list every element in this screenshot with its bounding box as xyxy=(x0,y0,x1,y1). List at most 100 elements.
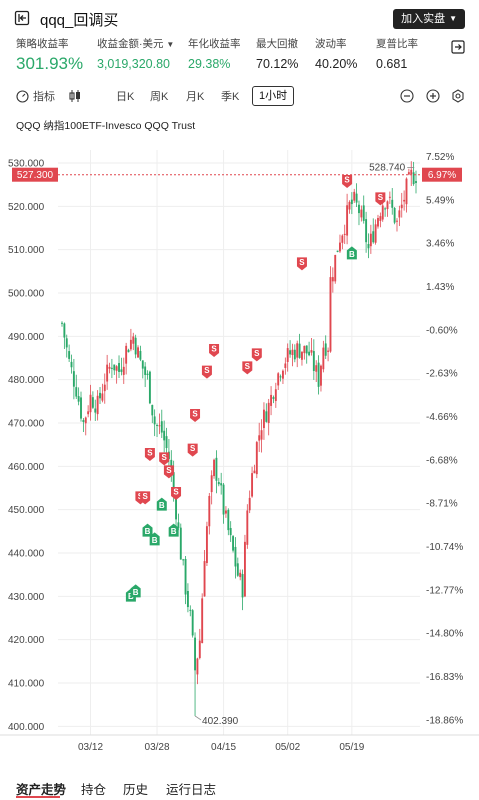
candle-body xyxy=(284,363,287,368)
pct-tick-label: 5.49% xyxy=(426,195,454,206)
buy-marker[interactable]: B xyxy=(130,584,141,598)
stat-annual-return: 年化收益率 29.38% xyxy=(188,36,241,71)
settings-icon[interactable] xyxy=(451,89,465,103)
sell-marker[interactable]: S xyxy=(190,409,201,422)
pct-tick-label: -18.86% xyxy=(426,715,463,726)
tab-history[interactable]: 历史 xyxy=(123,783,149,797)
candle-body xyxy=(384,208,387,210)
sell-marker[interactable]: S xyxy=(171,487,182,500)
tab-run-log[interactable]: 运行日志 xyxy=(166,783,217,797)
candle-body xyxy=(175,493,177,520)
period-quarter[interactable]: 季K xyxy=(221,91,240,103)
period-1hour-selected[interactable]: 1小时 xyxy=(252,86,295,106)
price-chart[interactable]: 530.000 520.000 510.000 500.000 490.000 480.0… xyxy=(0,150,479,770)
candle-body xyxy=(315,365,318,372)
candle-body xyxy=(103,384,106,392)
candle-body xyxy=(222,484,225,515)
candle-body xyxy=(224,510,227,514)
add-to-live-button[interactable]: 加入实盘 ▼ xyxy=(393,9,465,29)
marker-label: S xyxy=(173,488,179,497)
marker-label: S xyxy=(254,349,260,358)
sell-marker[interactable]: S xyxy=(201,365,212,379)
candle-body xyxy=(122,366,125,375)
sell-marker[interactable]: S xyxy=(187,443,198,457)
candle-body xyxy=(205,526,208,563)
candle-body xyxy=(400,204,403,209)
stat-return: 策略收益率 301.93% xyxy=(16,36,83,74)
export-icon[interactable] xyxy=(451,40,465,54)
tab-asset-trend[interactable]: 资产走势 xyxy=(16,783,67,797)
candle-body xyxy=(243,541,246,597)
candle-body xyxy=(139,350,142,360)
pct-tick-label: -0.60% xyxy=(426,325,458,336)
stat-amount[interactable]: 收益金额·美元 ▼ 3,019,320.80 xyxy=(97,36,174,71)
candle-body xyxy=(251,473,254,497)
pct-tick-label: -6.68% xyxy=(426,455,458,466)
candle-body xyxy=(329,277,332,352)
bottom-tabs: 资产走势 持仓 历史 运行日志 xyxy=(0,772,479,800)
sell-marker[interactable]: S xyxy=(140,491,151,505)
buy-marker[interactable]: B xyxy=(142,523,153,537)
stat-value: 301.93% xyxy=(16,54,84,73)
candle-body xyxy=(255,442,258,475)
period-day[interactable]: 日K xyxy=(116,91,135,103)
stat-label: 夏普比率 xyxy=(376,38,418,50)
candle-body xyxy=(374,224,377,243)
current-pct-tag xyxy=(422,167,462,182)
exit-icon[interactable] xyxy=(14,10,30,26)
stat-value: 3,019,320.80 xyxy=(97,57,170,71)
candle-body xyxy=(87,411,90,415)
zoom-out-icon[interactable] xyxy=(400,89,414,103)
candle-body xyxy=(410,169,413,175)
candle-body xyxy=(158,425,161,427)
candle-body xyxy=(77,396,80,402)
candle-body xyxy=(296,343,299,358)
candle-body xyxy=(391,199,394,208)
y-tick-label: 490.000 xyxy=(8,332,45,343)
marker-label: S xyxy=(142,492,148,501)
zoom-in-icon[interactable] xyxy=(426,89,440,103)
candlestick-chart[interactable]: 530.000 520.000 510.000 500.000 490.000 480.0… xyxy=(0,150,479,770)
sell-marker[interactable]: S xyxy=(342,175,353,188)
tab-positions[interactable]: 持仓 xyxy=(81,783,107,797)
sell-marker[interactable]: S xyxy=(163,465,174,479)
sell-marker[interactable]: S xyxy=(159,452,170,466)
caret-down-icon: ▼ xyxy=(166,40,175,49)
sell-marker[interactable]: S xyxy=(144,448,155,461)
candle-body xyxy=(151,404,154,416)
candle-body xyxy=(227,509,230,531)
pct-tick-label: 3.46% xyxy=(426,239,454,250)
marker-label: S xyxy=(161,453,167,462)
period-month[interactable]: 月K xyxy=(186,91,205,103)
candle-body xyxy=(298,343,301,358)
candle-body xyxy=(91,397,94,408)
candle-body xyxy=(201,598,204,644)
candle-body xyxy=(241,574,244,598)
candle-body xyxy=(246,510,249,545)
sell-marker[interactable]: S xyxy=(375,192,386,206)
candle-body xyxy=(160,421,163,433)
sell-marker[interactable]: S xyxy=(251,348,262,362)
active-tab-indicator xyxy=(16,796,60,798)
chart-toolbar: 指标 日K 周K 月K 季K 1小时 xyxy=(0,86,479,108)
sell-marker[interactable]: S xyxy=(209,344,220,357)
candlestick-icon[interactable] xyxy=(68,89,82,103)
buy-marker[interactable]: B xyxy=(149,532,160,546)
candle-body xyxy=(137,347,139,358)
marker-label: B xyxy=(152,536,158,545)
candle-body xyxy=(312,351,315,371)
candle-body xyxy=(129,339,132,350)
stat-sharpe: 夏普比率 0.681 xyxy=(376,36,418,71)
period-week[interactable]: 周K xyxy=(150,91,169,103)
buy-marker[interactable]: B xyxy=(346,246,357,260)
indicators-button[interactable]: 指标 xyxy=(16,88,55,104)
candle-body xyxy=(236,563,239,576)
sell-marker[interactable]: S xyxy=(296,257,307,271)
buy-marker[interactable]: B xyxy=(156,497,167,511)
y-tick-label: 480.000 xyxy=(8,375,45,386)
pct-tick-label: -10.74% xyxy=(426,542,463,553)
candle-body xyxy=(127,349,130,353)
candle-body xyxy=(208,495,211,527)
sell-marker[interactable]: S xyxy=(242,361,253,375)
buy-marker[interactable]: B xyxy=(168,523,179,537)
